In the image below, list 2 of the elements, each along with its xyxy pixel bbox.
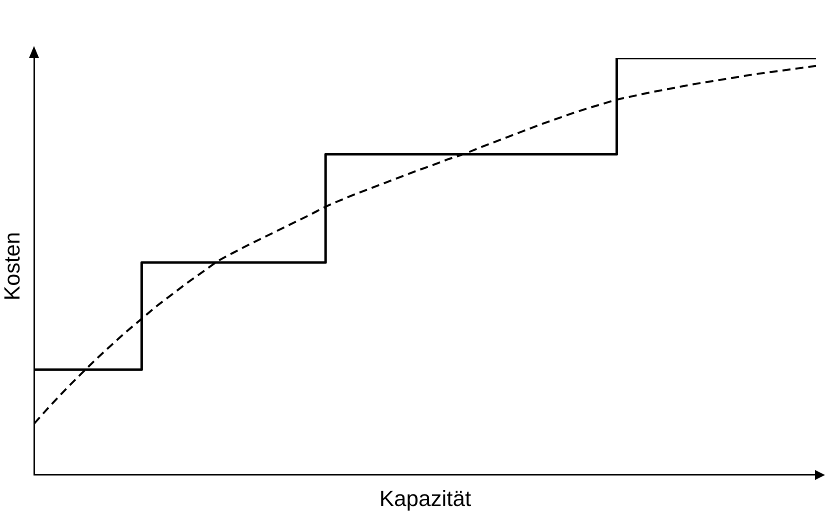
y-axis-title: Kosten — [0, 232, 24, 301]
x-axis-title: Kapazität — [379, 486, 472, 511]
